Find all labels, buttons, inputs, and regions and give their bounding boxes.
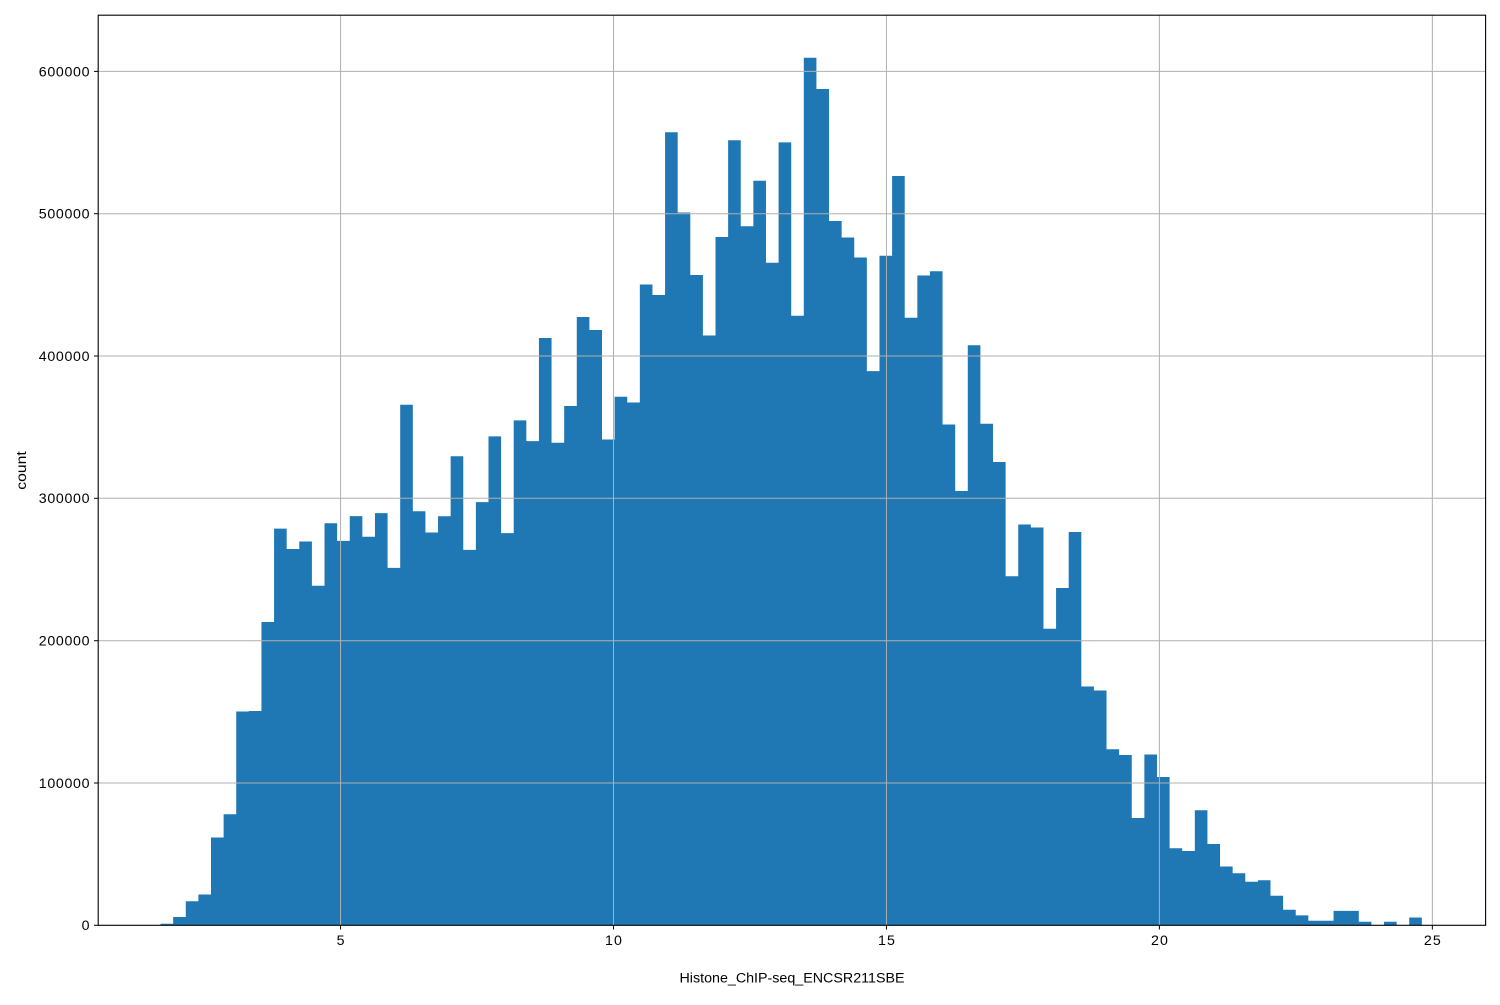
svg-text:500000: 500000 <box>39 207 90 223</box>
svg-text:10: 10 <box>605 933 622 949</box>
svg-text:200000: 200000 <box>39 634 90 650</box>
svg-text:5: 5 <box>337 933 345 949</box>
svg-text:0: 0 <box>82 918 90 934</box>
svg-text:400000: 400000 <box>39 349 90 365</box>
svg-text:25: 25 <box>1424 933 1441 949</box>
svg-text:15: 15 <box>878 933 895 949</box>
svg-text:600000: 600000 <box>39 64 90 80</box>
svg-text:300000: 300000 <box>39 491 90 507</box>
svg-text:Histone_ChIP-seq_ENCSR211SBE: Histone_ChIP-seq_ENCSR211SBE <box>680 971 905 987</box>
svg-text:20: 20 <box>1151 933 1168 949</box>
svg-text:count: count <box>14 451 30 490</box>
svg-text:100000: 100000 <box>39 776 90 792</box>
